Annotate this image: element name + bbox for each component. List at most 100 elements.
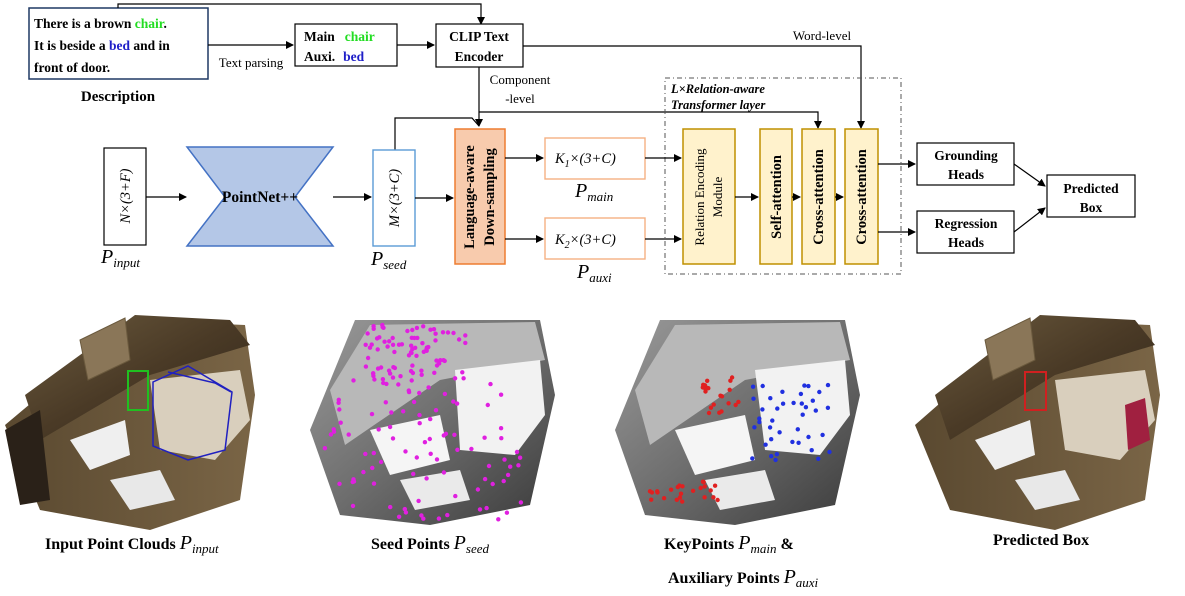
- point-marker: [825, 382, 831, 388]
- point-marker: [386, 368, 392, 373]
- p-main-label: Pmain: [575, 180, 614, 205]
- language-aware-downsampling: [454, 128, 506, 265]
- scene-seed-points: [310, 320, 555, 525]
- point-marker: [322, 446, 328, 451]
- point-marker: [678, 491, 684, 496]
- relation-encoding-module: [682, 128, 736, 265]
- point-marker: [383, 400, 388, 405]
- point-marker: [717, 410, 722, 415]
- point-marker: [414, 353, 419, 358]
- point-marker: [416, 498, 421, 504]
- predicted-chair-box: [1024, 371, 1047, 411]
- point-marker: [800, 412, 805, 417]
- point-marker: [461, 376, 466, 381]
- point-marker: [419, 368, 424, 373]
- point-marker: [750, 384, 756, 389]
- keypoint-cloud: [647, 375, 741, 504]
- point-marker: [410, 363, 415, 368]
- point-marker: [703, 389, 708, 394]
- point-marker: [443, 431, 449, 436]
- point-marker: [726, 401, 731, 406]
- k1-label: K1×(3+C): [554, 151, 616, 170]
- point-marker: [378, 459, 384, 465]
- point-marker: [363, 342, 368, 347]
- point-marker: [698, 485, 703, 491]
- svg-text:M×(3+C): M×(3+C): [387, 169, 403, 228]
- point-marker: [728, 378, 733, 383]
- point-marker: [412, 335, 417, 341]
- pointnet-block: [185, 146, 335, 247]
- point-marker: [780, 389, 785, 394]
- point-marker: [396, 514, 402, 519]
- point-marker: [490, 481, 495, 487]
- point-marker: [708, 488, 713, 493]
- point-marker: [775, 406, 780, 411]
- point-marker: [431, 327, 437, 332]
- point-marker: [505, 472, 511, 478]
- k2-box: [544, 217, 646, 260]
- point-marker: [680, 499, 685, 504]
- transformer-caption-2: Transformer layer: [671, 98, 765, 112]
- point-marker: [802, 383, 807, 388]
- point-marker: [655, 489, 660, 494]
- svg-text:Module: Module: [710, 177, 725, 218]
- point-marker: [396, 382, 401, 387]
- point-marker: [409, 378, 414, 383]
- point-marker: [795, 427, 800, 432]
- k1-box: [544, 137, 646, 180]
- seed-point-cloud: [322, 322, 524, 522]
- point-marker: [432, 370, 437, 375]
- point-marker: [798, 391, 804, 397]
- point-marker: [810, 398, 815, 403]
- point-marker: [820, 432, 825, 438]
- caption-input: Input Point Clouds Pinput: [45, 532, 219, 557]
- description-line-1: There is a brown chair.: [34, 16, 167, 31]
- point-marker: [514, 449, 520, 455]
- scene-keypoints: [615, 320, 860, 525]
- chair-ground-truth-box: [127, 370, 149, 411]
- point-marker: [445, 512, 450, 518]
- point-marker: [675, 484, 680, 490]
- description-line-2: It is beside a bed and in: [34, 38, 170, 53]
- point-marker: [434, 457, 440, 462]
- transformer-caption-1: L×Relation-aware: [670, 82, 765, 96]
- point-marker: [338, 420, 343, 425]
- point-marker: [668, 487, 674, 492]
- description-title: Description: [81, 89, 156, 105]
- point-marker: [499, 436, 504, 441]
- point-marker: [413, 345, 418, 350]
- point-marker: [380, 377, 386, 382]
- point-marker: [708, 405, 714, 410]
- point-marker: [827, 449, 832, 455]
- point-marker: [768, 396, 773, 401]
- point-marker: [337, 481, 342, 486]
- point-marker: [718, 393, 723, 398]
- point-marker: [706, 410, 712, 416]
- point-marker: [769, 437, 774, 442]
- point-marker: [677, 495, 683, 500]
- point-marker: [371, 450, 376, 456]
- regression-heads: [916, 210, 1015, 254]
- point-marker: [451, 399, 456, 404]
- point-marker: [441, 470, 447, 475]
- self-attention-block: [759, 128, 793, 265]
- point-marker: [433, 331, 438, 336]
- point-marker: [661, 496, 667, 501]
- point-marker: [363, 364, 369, 369]
- point-marker: [702, 484, 707, 489]
- point-marker: [760, 383, 765, 389]
- point-marker: [419, 372, 424, 377]
- point-marker: [419, 513, 424, 518]
- point-marker: [369, 411, 375, 417]
- point-marker: [410, 327, 415, 333]
- p-seed-box: [372, 149, 416, 247]
- point-marker: [414, 325, 420, 331]
- component-level-label-2: -level: [505, 91, 535, 106]
- point-marker: [757, 419, 762, 425]
- point-marker: [508, 464, 513, 469]
- caption-seed: Seed Points Pseed: [371, 532, 489, 557]
- point-marker: [701, 479, 706, 485]
- p-seed-label: Pseed: [371, 248, 407, 273]
- pointnet-label: PointNet++: [222, 189, 298, 206]
